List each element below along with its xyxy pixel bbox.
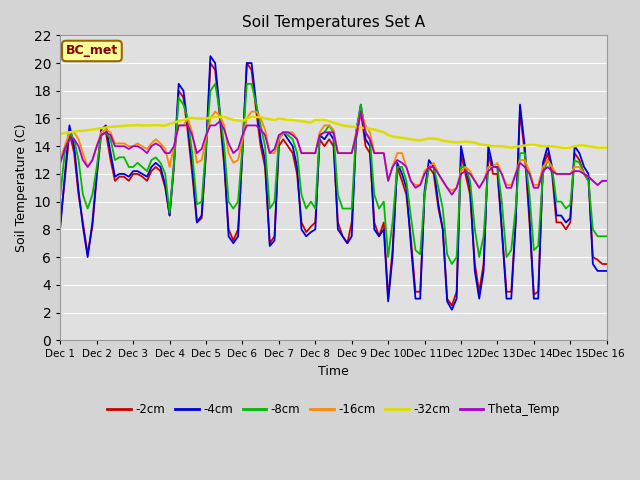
-16cm (448, 188, 456, 193)
-2cm (403, 192, 410, 198)
Line: Theta_Temp: Theta_Temp (60, 111, 607, 195)
Line: -4cm: -4cm (60, 56, 607, 310)
X-axis label: Time: Time (318, 365, 349, 378)
-32cm (111, 124, 119, 130)
Theta_Temp (448, 192, 456, 198)
-16cm (575, 164, 583, 170)
-32cm (293, 118, 301, 123)
Theta_Temp (289, 132, 296, 138)
-16cm (211, 108, 219, 114)
-2cm (293, 171, 301, 177)
-4cm (430, 164, 438, 170)
Y-axis label: Soil Temperature (C): Soil Temperature (C) (15, 123, 28, 252)
Theta_Temp (111, 144, 119, 149)
Line: -8cm: -8cm (60, 84, 607, 264)
-16cm (111, 141, 119, 146)
-2cm (430, 171, 438, 177)
-4cm (56, 224, 64, 229)
-4cm (111, 174, 119, 180)
Theta_Temp (575, 168, 583, 174)
-8cm (56, 192, 64, 198)
-4cm (603, 268, 611, 274)
-8cm (293, 150, 301, 156)
Theta_Temp (56, 160, 64, 166)
-16cm (430, 160, 438, 166)
Line: -16cm: -16cm (60, 111, 607, 191)
-2cm (56, 219, 64, 225)
-32cm (430, 136, 438, 142)
-8cm (430, 164, 438, 170)
-2cm (448, 303, 456, 309)
-4cm (184, 122, 191, 128)
Line: -32cm: -32cm (60, 117, 607, 148)
-8cm (575, 160, 583, 166)
-4cm (448, 307, 456, 312)
-8cm (211, 81, 219, 87)
Theta_Temp (184, 122, 191, 128)
-32cm (56, 131, 64, 137)
-32cm (575, 143, 583, 148)
Legend: -2cm, -4cm, -8cm, -16cm, -32cm, Theta_Temp: -2cm, -4cm, -8cm, -16cm, -32cm, Theta_Te… (103, 398, 564, 420)
Theta_Temp (403, 164, 410, 170)
-8cm (448, 261, 456, 267)
-16cm (403, 164, 410, 170)
-4cm (575, 150, 583, 156)
-32cm (603, 144, 611, 150)
-32cm (211, 114, 219, 120)
Text: BC_met: BC_met (66, 45, 118, 58)
-4cm (207, 53, 214, 59)
-16cm (293, 136, 301, 142)
-4cm (293, 164, 301, 170)
-2cm (575, 157, 583, 163)
Theta_Temp (357, 108, 365, 114)
-16cm (56, 157, 64, 163)
-2cm (184, 130, 191, 135)
Title: Soil Temperatures Set A: Soil Temperatures Set A (242, 15, 425, 30)
-4cm (403, 185, 410, 191)
-16cm (184, 116, 191, 121)
-16cm (603, 178, 611, 184)
-2cm (603, 261, 611, 267)
-8cm (111, 157, 119, 163)
-2cm (207, 60, 214, 66)
-32cm (562, 145, 570, 151)
-8cm (603, 233, 611, 239)
-8cm (403, 178, 410, 184)
-32cm (403, 136, 410, 142)
Line: -2cm: -2cm (60, 63, 607, 306)
Theta_Temp (430, 164, 438, 170)
-2cm (111, 178, 119, 184)
-8cm (184, 116, 191, 121)
-32cm (184, 116, 191, 121)
Theta_Temp (603, 178, 611, 184)
